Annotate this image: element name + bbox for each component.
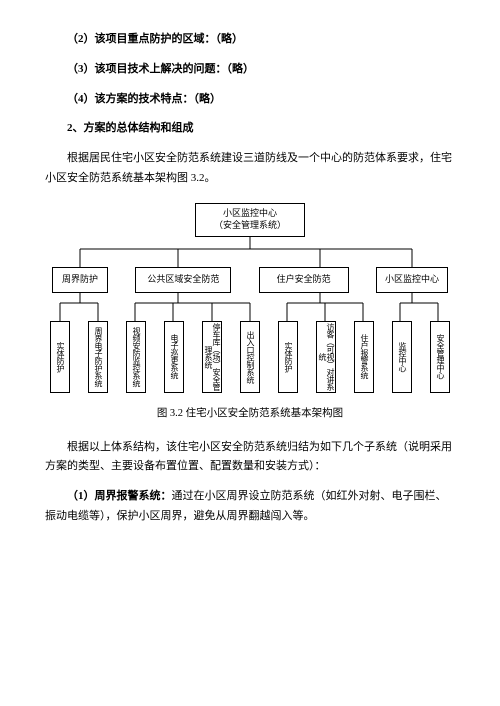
root-line1: 小区监控中心 — [223, 208, 277, 220]
lvl2-node-0: 周界防护 — [52, 267, 108, 293]
connector-2 — [50, 293, 450, 321]
subsystem-1-title: （1）周界报警系统： — [67, 490, 172, 502]
lvl3-node-3: 电子巡更系统 — [164, 321, 184, 393]
level3-row: 实体防护 周界电子防护系统 视频安防监控系统 电子巡更系统 停车库（场）安全管理… — [50, 321, 450, 393]
lvl3-node-2: 视频安防监控系统 — [126, 321, 146, 393]
connector-1 — [50, 237, 450, 267]
lvl3-node-0: 实体防护 — [50, 321, 70, 393]
item-4: （4）该方案的技术特点：（略） — [45, 90, 455, 110]
item-2: （2）该项目重点防护的区域：（略） — [45, 30, 455, 50]
lvl2-node-1: 公共区域安全防范 — [135, 267, 231, 293]
subsystem-1: （1）周界报警系统：通过在小区周界设立防范系统（如红外对射、电子围栏、振动电缆等… — [45, 487, 455, 527]
level2-row: 周界防护 公共区域安全防范 住户安全防范 小区监控中心 — [50, 267, 450, 293]
item-3: （3）该项目技术上解决的问题：（略） — [45, 60, 455, 80]
lvl3-node-4: 停车库（场）安全管理系统 — [202, 321, 222, 393]
lvl3-node-1: 周界电子防护系统 — [88, 321, 108, 393]
lvl3-node-10: 安全管理中心 — [430, 321, 450, 393]
intro-paragraph: 根据居民住宅小区安全防范系统建设三道防线及一个中心的防范体系要求，住宅小区安全防… — [45, 149, 455, 189]
lvl3-node-8: 住户报警系统 — [354, 321, 374, 393]
figure-caption: 图 3.2 住宅小区安全防范系统基本架构图 — [45, 405, 455, 424]
root-line2: （安全管理系统） — [214, 220, 286, 232]
root-node: 小区监控中心 （安全管理系统） — [195, 203, 305, 237]
lvl3-node-5: 出入口控制系统 — [240, 321, 260, 393]
section-2-heading: 2、方案的总体结构和组成 — [45, 119, 455, 139]
lvl2-node-3: 小区监控中心 — [376, 267, 448, 293]
lvl3-node-9: 监控中心 — [392, 321, 412, 393]
lvl3-node-6: 实体防护 — [278, 321, 298, 393]
org-chart: 小区监控中心 （安全管理系统） 周界防护 公共区域安全防范 住户安全防范 小区监… — [50, 203, 450, 393]
lvl2-node-2: 住户安全防范 — [259, 267, 349, 293]
lvl3-node-7: 访客（可视）对讲系统 — [316, 321, 336, 393]
summary-paragraph: 根据以上体系结构，该住宅小区安全防范系统归结为如下几个子系统（说明采用方案的类型… — [45, 438, 455, 478]
